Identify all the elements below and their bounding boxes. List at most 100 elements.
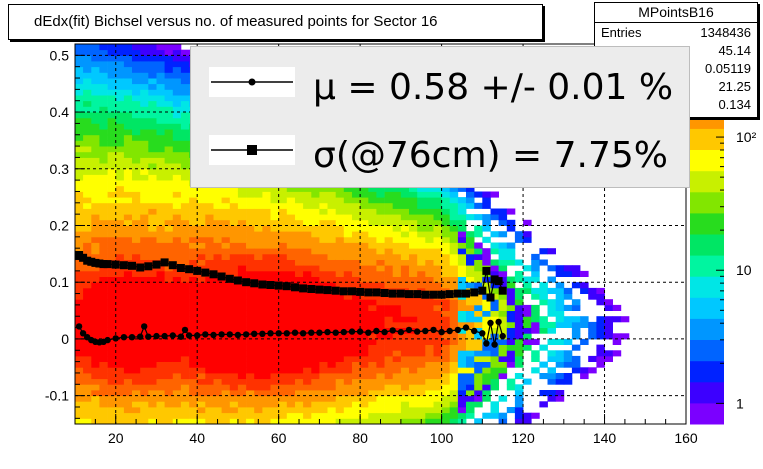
heatmap-cell — [132, 163, 141, 170]
heatmap-cell — [449, 401, 459, 408]
heatmap-cell — [327, 378, 336, 385]
heatmap-cell — [400, 219, 410, 226]
heatmap-cell — [563, 355, 573, 362]
heatmap-cell — [466, 412, 475, 419]
heatmap-cell — [343, 333, 353, 340]
heatmap-cell — [140, 89, 149, 96]
heatmap-cell — [83, 180, 92, 187]
heatmap-cell — [490, 259, 499, 266]
heatmap-cell — [531, 265, 540, 272]
sigma-point — [470, 288, 479, 297]
heatmap-cell — [123, 321, 133, 328]
heatmap-cell — [132, 390, 141, 397]
heatmap-cell — [246, 214, 255, 221]
heatmap-cell — [539, 293, 548, 300]
heatmap-cell — [189, 259, 198, 266]
heatmap-cell — [132, 282, 141, 289]
heatmap-cell — [197, 185, 206, 192]
heatmap-cell — [490, 299, 499, 306]
heatmap-cell — [482, 395, 491, 402]
heatmap-cell — [311, 395, 320, 402]
heatmap-cell — [107, 333, 117, 340]
heatmap-cell — [246, 378, 255, 385]
heatmap-cell — [327, 338, 336, 345]
heatmap-cell — [172, 163, 182, 170]
heatmap-cell — [417, 327, 426, 334]
heatmap-cell — [335, 270, 345, 277]
heatmap-cell — [457, 265, 467, 272]
heatmap-cell — [376, 327, 385, 334]
heatmap-cell — [132, 202, 141, 209]
heatmap-cell — [506, 338, 516, 345]
heatmap-cell — [75, 157, 84, 164]
heatmap-cell — [335, 333, 345, 340]
heatmap-cell — [588, 327, 597, 334]
heatmap-cell — [449, 242, 459, 249]
heatmap-cell — [295, 361, 304, 368]
heatmap-cell — [237, 407, 247, 414]
heatmap-cell — [205, 333, 214, 340]
heatmap-cell — [352, 208, 361, 215]
heatmap-cell — [286, 236, 296, 243]
heatmap-cell — [392, 259, 402, 266]
heatmap-cell — [132, 95, 141, 102]
heatmap-cell — [286, 333, 296, 340]
heatmap-cell — [156, 378, 165, 385]
heatmap-cell — [99, 344, 108, 351]
heatmap-cell — [270, 299, 279, 306]
heatmap-cell — [180, 123, 190, 130]
heatmap-cell — [237, 316, 247, 323]
heatmap-cell — [335, 327, 345, 334]
heatmap-cell — [295, 350, 304, 357]
heatmap-cell — [140, 44, 149, 51]
heatmap-cell — [490, 407, 499, 414]
heatmap-cell — [132, 72, 141, 79]
heatmap-cell — [303, 259, 312, 266]
heatmap-cell — [311, 185, 320, 192]
heatmap-cell — [286, 214, 296, 221]
heatmap-cell — [457, 327, 467, 334]
heatmap-cell — [172, 248, 182, 255]
heatmap-cell — [148, 321, 157, 328]
heatmap-cell — [107, 202, 117, 209]
heatmap-cell — [457, 276, 467, 283]
heatmap-cell — [604, 316, 613, 323]
heatmap-cell — [303, 395, 312, 402]
heatmap-cell — [506, 219, 516, 226]
heatmap-cell — [246, 253, 255, 260]
sigma-point — [380, 289, 389, 297]
heatmap-cell — [123, 282, 133, 289]
heatmap-cell — [148, 214, 157, 221]
heatmap-cell — [360, 236, 369, 243]
heatmap-cell — [132, 129, 141, 136]
sigma-point — [160, 258, 169, 267]
heatmap-cell — [237, 418, 247, 425]
heatmap-cell — [75, 287, 84, 294]
heatmap-cell — [132, 174, 141, 181]
heatmap-cell — [343, 361, 353, 368]
heatmap-cell — [425, 299, 434, 306]
heatmap-cell — [286, 418, 296, 425]
mean-point — [499, 332, 506, 340]
heatmap-cell — [91, 231, 100, 238]
heatmap-cell — [115, 304, 125, 311]
heatmap-cell — [409, 259, 418, 266]
heatmap-cell — [189, 373, 198, 380]
heatmap-cell — [75, 151, 84, 158]
heatmap-cell — [107, 55, 117, 62]
heatmap-cell — [270, 401, 279, 408]
heatmap-cell — [140, 231, 149, 238]
heatmap-cell — [172, 185, 182, 192]
heatmap-cell — [115, 83, 125, 90]
heatmap-cell — [514, 299, 524, 306]
heatmap-cell — [417, 367, 426, 374]
heatmap-cell — [376, 197, 385, 204]
heatmap-cell — [441, 373, 451, 380]
stats-histogram-name: MPointsB16 — [595, 4, 757, 23]
heatmap-cell — [205, 248, 214, 255]
heatmap-cell — [352, 225, 361, 232]
heatmap-cell — [172, 168, 182, 175]
heatmap-cell — [580, 321, 589, 328]
heatmap-cell — [343, 338, 353, 345]
heatmap-cell — [180, 236, 190, 243]
